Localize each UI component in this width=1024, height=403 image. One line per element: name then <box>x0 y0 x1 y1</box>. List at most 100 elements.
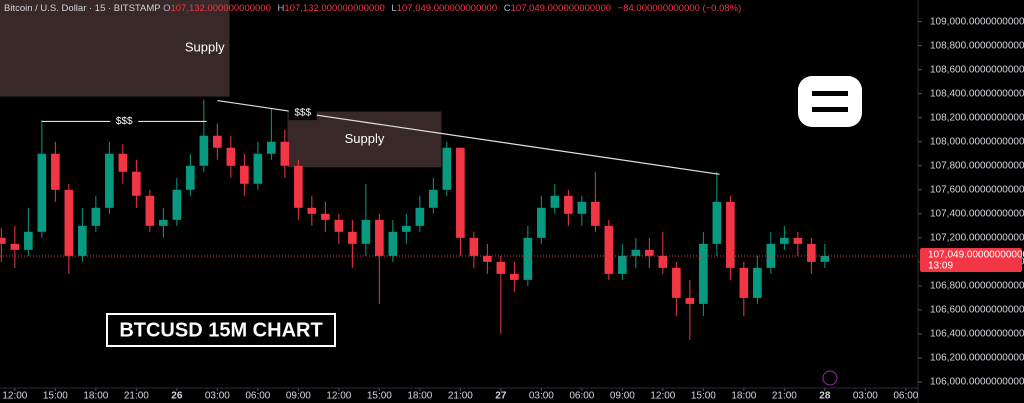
y-tick-label: 106,800.000000000000 <box>930 281 1024 292</box>
candle-body <box>334 219 344 232</box>
label-bg <box>110 114 139 129</box>
alert-icon[interactable] <box>822 370 838 386</box>
plot-area: Supply Supply $$$ $$$ <box>0 0 918 340</box>
line-label: $$$ <box>294 108 311 119</box>
candle-body <box>753 267 762 298</box>
candle-body <box>186 165 195 190</box>
y-tick-label: 108,800.000000000000 <box>930 40 1024 51</box>
chart-title: BTCUSD 15M CHART <box>119 319 322 341</box>
candle-body <box>226 147 236 166</box>
candle-body <box>483 255 492 262</box>
x-tick-label: 18:00 <box>407 391 432 402</box>
change-value: −84.000000000000 (−0.08%) <box>617 3 742 14</box>
candle-body <box>64 189 74 256</box>
candle-body <box>159 219 168 226</box>
x-tick-label: 06:00 <box>569 391 594 402</box>
high-value: 107,132.000000000000 <box>284 3 385 14</box>
x-tick-label: 09:00 <box>286 391 311 402</box>
candle-body <box>726 201 735 268</box>
candle-body <box>807 243 816 262</box>
x-tick-label: 18:00 <box>731 391 756 402</box>
y-tick-label: 108,600.000000000000 <box>930 64 1024 75</box>
logo-bar <box>798 96 812 107</box>
candle-body <box>51 153 60 190</box>
x-tick-label: 15:00 <box>43 391 68 402</box>
candle-body <box>604 225 614 274</box>
candle-body <box>37 153 47 232</box>
candle-body <box>10 243 20 250</box>
candle-body <box>496 261 506 274</box>
candle-body <box>429 189 438 208</box>
candle-body <box>388 231 398 256</box>
supply-zone <box>287 111 442 168</box>
high-letter: H <box>277 3 285 14</box>
countdown-label: 13:09 <box>928 261 953 272</box>
logo-gap <box>812 107 848 112</box>
y-tick-label: 107,200.000000000000 <box>930 232 1024 243</box>
candle-body <box>658 255 668 268</box>
candle-body <box>105 153 114 208</box>
x-tick-label: 15:00 <box>691 391 716 402</box>
candle-body <box>199 135 209 166</box>
y-tick-label: 108,200.000000000000 <box>930 112 1024 123</box>
candle-body <box>415 207 425 226</box>
symbol-legend: Bitcoin / U.S. Dollar · 15 · BITSTAMP O1… <box>4 3 745 14</box>
low-letter: L <box>391 3 397 14</box>
symbol-name: Bitcoin / U.S. Dollar · 15 · BITSTAMP <box>4 3 161 14</box>
y-tick-label: 106,000.000000000000 <box>930 377 1024 388</box>
candle-body <box>375 219 384 256</box>
x-tick-label: 03:00 <box>205 391 230 402</box>
candle-body <box>213 135 222 148</box>
x-tick-label: 15:00 <box>367 391 392 402</box>
close-letter: C <box>503 3 511 14</box>
candle-body <box>78 225 87 256</box>
zone-label: Supply <box>185 40 225 55</box>
candle-body <box>442 147 452 190</box>
y-tick-label: 109,000.000000000000 <box>930 16 1024 27</box>
x-tick-label: 28 <box>819 391 831 402</box>
y-tick-label: 108,000.000000000000 <box>930 136 1024 147</box>
x-tick-label: 12:00 <box>326 391 351 402</box>
label-bg <box>288 106 317 121</box>
candle-body <box>253 153 263 184</box>
open-value: 107,132.000000000000 <box>170 3 271 14</box>
candle-body <box>766 243 776 268</box>
candle-body <box>672 267 681 298</box>
zone-label: Supply <box>345 131 385 146</box>
y-tick-label: 107,600.000000000000 <box>930 184 1024 195</box>
candle-body <box>240 165 249 184</box>
supply-zone <box>0 0 230 97</box>
x-tick-label: 26 <box>171 391 183 402</box>
x-tick-label: 09:00 <box>610 391 635 402</box>
candle-body <box>510 273 519 280</box>
x-tick-label: 06:00 <box>245 391 270 402</box>
candle-body <box>132 171 141 196</box>
candle-body <box>793 237 803 244</box>
candle-body <box>456 147 465 238</box>
candle-body <box>402 225 411 232</box>
candle-body <box>537 207 546 238</box>
x-tick-label: 18:00 <box>83 391 108 402</box>
candle-body <box>321 213 330 220</box>
y-tick-label: 107,800.000000000000 <box>930 160 1024 171</box>
open-letter: O <box>163 3 171 14</box>
candle-body <box>118 153 128 172</box>
candle-body <box>294 165 303 208</box>
candle-body <box>280 141 290 166</box>
last-price-box <box>920 247 1022 272</box>
low-value: 107,049.000000000000 <box>396 3 498 14</box>
candle-body <box>523 237 533 280</box>
title-box: BTCUSD 15M CHART <box>106 313 336 347</box>
x-tick-label: 03:00 <box>853 391 878 402</box>
candle-body <box>631 249 641 256</box>
candle-body <box>739 267 749 298</box>
line-label: $$$ <box>116 116 133 127</box>
candle-body <box>172 189 182 220</box>
last-price-label: 107,049.000000000000 <box>928 250 1024 261</box>
candle-body <box>577 201 587 214</box>
candle-body <box>699 243 708 304</box>
candle-body <box>348 231 357 244</box>
candle-body <box>645 249 654 256</box>
y-tick-label: 106,600.000000000000 <box>930 305 1024 316</box>
